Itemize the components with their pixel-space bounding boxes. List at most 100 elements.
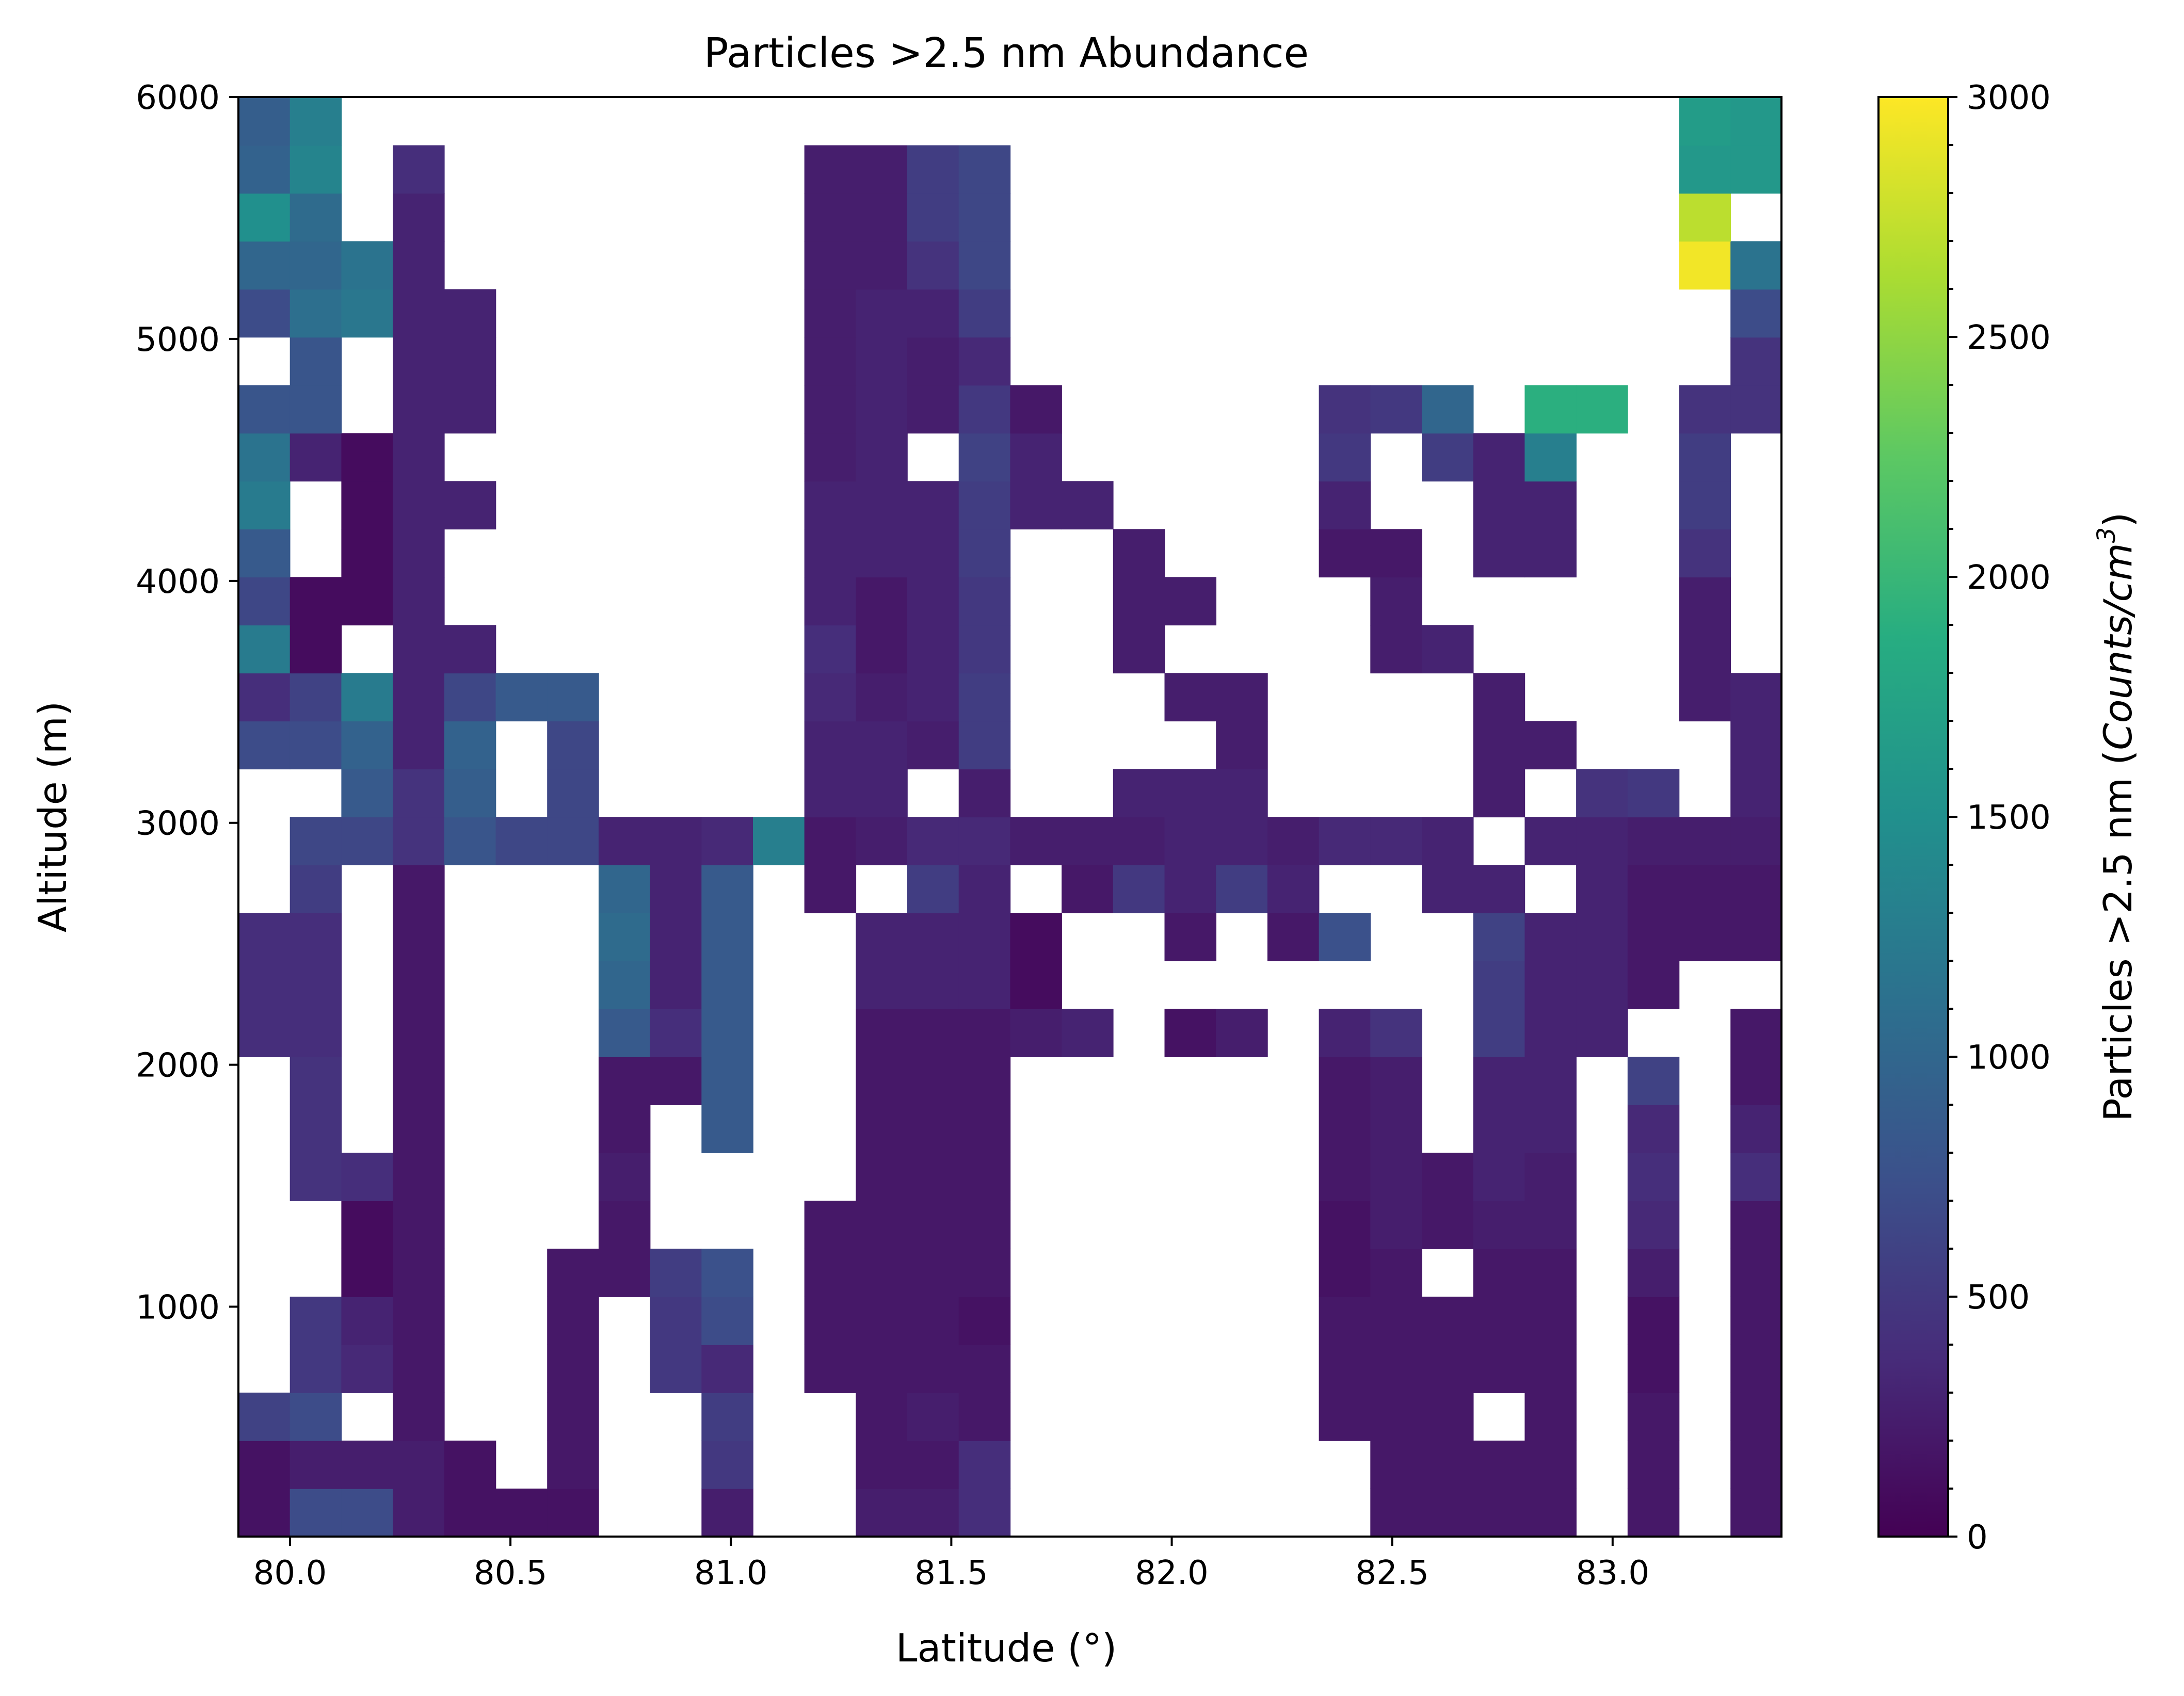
heatmap-cell [907, 481, 959, 530]
heatmap-cell [856, 193, 908, 242]
heatmap-cell [1679, 481, 1731, 530]
heatmap-cell [804, 817, 857, 865]
heatmap-cell [444, 1441, 496, 1489]
heatmap-cell [1216, 817, 1268, 865]
heatmap-cell [495, 1489, 548, 1537]
heatmap-cell [547, 769, 599, 818]
heatmap-cell [444, 673, 496, 722]
heatmap-cell [1730, 865, 1782, 913]
y-tick-label: 3000 [136, 805, 220, 843]
heatmap-cell [1627, 961, 1680, 1009]
heatmap-cell [1524, 721, 1577, 770]
heatmap-cell [958, 385, 1011, 434]
heatmap-cell [1370, 817, 1422, 865]
heatmap-cell [341, 289, 393, 338]
heatmap-cell [907, 625, 959, 674]
heatmap-cell [1422, 1345, 1474, 1393]
heatmap-cell [1473, 961, 1525, 1009]
colorbar-tick-label: 2500 [1967, 319, 2051, 357]
heatmap-cell [393, 1297, 445, 1345]
y-tick-label: 6000 [136, 79, 220, 117]
heatmap-cell [958, 1297, 1011, 1345]
heatmap-cell [393, 433, 445, 482]
heatmap-cell [1627, 1057, 1680, 1105]
heatmap-cell [856, 769, 908, 818]
heatmap-cell [907, 337, 959, 386]
heatmap-cell [1627, 1441, 1680, 1489]
heatmap-cell [341, 1441, 393, 1489]
heatmap-cell [701, 1441, 753, 1489]
heatmap-cell [1010, 1009, 1062, 1057]
heatmap-cell [958, 769, 1011, 818]
heatmap-cell [290, 289, 342, 338]
heatmap-cell [907, 865, 959, 913]
colorbar-tick-label: 1000 [1967, 1039, 2051, 1077]
heatmap-cell [1473, 1009, 1525, 1057]
heatmap-cell [341, 577, 393, 626]
x-tick-label: 80.0 [253, 1554, 327, 1592]
heatmap-cell [1319, 1393, 1371, 1441]
heatmap-cell [1627, 1393, 1680, 1441]
heatmap-cell [701, 1393, 753, 1441]
heatmap-cell [804, 1297, 857, 1345]
heatmap-cell [1627, 913, 1680, 961]
heatmap-cell [856, 961, 908, 1009]
heatmap-cell [1730, 1153, 1782, 1201]
heatmap-cell [238, 481, 291, 530]
heatmap-cell [1010, 433, 1062, 482]
heatmap-cell [444, 481, 496, 530]
heatmap-cell [856, 289, 908, 338]
heatmap-cell [1370, 1009, 1422, 1057]
heatmap-cell [958, 625, 1011, 674]
heatmap-cell [444, 721, 496, 770]
heatmap-cell [958, 1009, 1011, 1057]
heatmap-cell [393, 769, 445, 818]
heatmap-cell [1062, 1009, 1114, 1057]
heatmap-cell [1679, 913, 1731, 961]
heatmap-cell [753, 817, 805, 865]
heatmap-cell [856, 337, 908, 386]
heatmap-cell [495, 817, 548, 865]
heatmap-cell [238, 289, 291, 338]
heatmap-cell [1473, 1201, 1525, 1249]
heatmap-cell [393, 1105, 445, 1153]
heatmap-cell [1370, 1441, 1422, 1489]
heatmap-cell [804, 721, 857, 770]
heatmap-cell [444, 769, 496, 818]
heatmap-cell [701, 1249, 753, 1297]
heatmap-cell [650, 1057, 702, 1105]
y-tick-label: 5000 [136, 321, 220, 359]
heatmap-cell [238, 1489, 291, 1537]
heatmap-cell [393, 1201, 445, 1249]
heatmap-cell [1679, 673, 1731, 722]
heatmap-cell [1319, 481, 1371, 530]
heatmap-cell [1627, 1153, 1680, 1201]
heatmap-cell [907, 1153, 959, 1201]
heatmap-cell [1679, 817, 1731, 865]
heatmap-cell [958, 1249, 1011, 1297]
heatmap-cell [1164, 769, 1216, 818]
heatmap-cell [1370, 577, 1422, 626]
heatmap-cell [856, 721, 908, 770]
heatmap-cell [856, 913, 908, 961]
heatmap-cell [1370, 1393, 1422, 1441]
heatmap-cell [547, 817, 599, 865]
heatmap-cell [598, 1009, 651, 1057]
heatmap-cell [238, 241, 291, 290]
heatmap-cell [804, 1249, 857, 1297]
heatmap-cell [907, 1489, 959, 1537]
heatmap-cell [1062, 481, 1114, 530]
heatmap-cell [547, 1345, 599, 1393]
heatmap-cell [290, 1489, 342, 1537]
heatmap-cell [290, 97, 342, 146]
heatmap-cell [856, 625, 908, 674]
heatmap-cell [444, 289, 496, 338]
heatmap-cell [1473, 1105, 1525, 1153]
colorbar-label-unit: Counts/cm [2095, 543, 2141, 750]
heatmap-cell [856, 529, 908, 578]
heatmap-cell [958, 337, 1011, 386]
heatmap-cell [856, 577, 908, 626]
y-tick-label: 4000 [136, 563, 220, 601]
heatmap-cell [856, 1345, 908, 1393]
heatmap-cell [958, 961, 1011, 1009]
